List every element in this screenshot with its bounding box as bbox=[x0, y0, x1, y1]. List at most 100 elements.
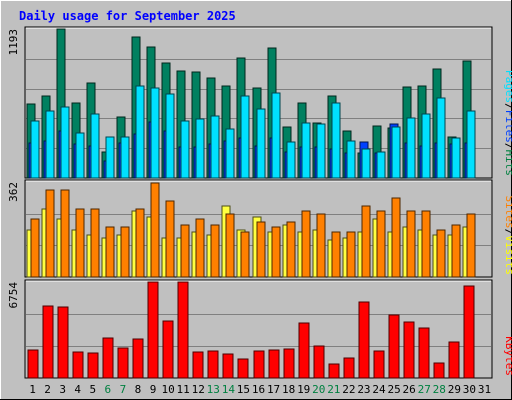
bar-sites-day-13 bbox=[210, 224, 220, 278]
legend-kbytes: KBytes bbox=[503, 336, 512, 376]
bar-sites-day-2 bbox=[45, 189, 55, 278]
x-tick-label-26: 26 bbox=[403, 383, 416, 396]
bar-pages-day-19 bbox=[301, 122, 311, 179]
bar-pages-day-9 bbox=[150, 87, 160, 179]
legend-visits-sites: Sites/Visits bbox=[503, 196, 512, 276]
x-tick-label-3: 3 bbox=[59, 383, 66, 396]
bar-pages-day-3 bbox=[60, 106, 70, 179]
legend-entry: / bbox=[503, 229, 512, 236]
x-tick-label-15: 15 bbox=[237, 383, 250, 396]
bar-sites-day-4 bbox=[75, 208, 85, 278]
bar-sites-day-7 bbox=[120, 226, 130, 278]
bar-kbytes-day-16 bbox=[253, 350, 265, 379]
bar-kbytes-day-14 bbox=[222, 353, 234, 379]
x-tick-label-21: 21 bbox=[327, 383, 340, 396]
x-tick-label-13: 13 bbox=[207, 383, 220, 396]
bar-sites-day-16 bbox=[256, 221, 266, 278]
x-tick-label-11: 11 bbox=[177, 383, 190, 396]
x-tick-label-2: 2 bbox=[44, 383, 51, 396]
legend-entry: Sites bbox=[503, 196, 512, 229]
x-tick-label-17: 17 bbox=[267, 383, 280, 396]
bar-sites-day-18 bbox=[286, 221, 296, 278]
bar-kbytes-day-8 bbox=[132, 338, 144, 379]
bar-pages-day-29 bbox=[451, 137, 461, 179]
bar-pages-day-26 bbox=[406, 117, 416, 179]
bar-pages-day-30 bbox=[466, 110, 476, 179]
panel-kbytes: 6754 KBytes bbox=[7, 279, 512, 379]
bar-sites-day-28 bbox=[436, 229, 446, 278]
x-axis-labels: 1 2 3 4 5 6 7 8 9 10 11 12 13 14 15 16 17 18 19 20 21 22 23 24 2… bbox=[29, 383, 491, 396]
bar-kbytes-day-5 bbox=[87, 352, 99, 379]
bar-pages-day-15 bbox=[240, 95, 250, 179]
x-tick-label-10: 10 bbox=[161, 383, 174, 396]
bar-sites-day-11 bbox=[180, 224, 190, 278]
bar-pages-day-6 bbox=[105, 136, 115, 179]
y-max-label: 6754 bbox=[7, 282, 20, 309]
bar-kbytes-day-19 bbox=[298, 322, 310, 379]
legend-entry: KBytes bbox=[503, 336, 512, 376]
bar-kbytes-day-28 bbox=[433, 362, 445, 379]
legend-entry: Hits bbox=[503, 150, 512, 177]
bar-kbytes-day-2 bbox=[42, 305, 54, 379]
bar-kbytes-day-30 bbox=[463, 285, 475, 379]
bar-sites-day-17 bbox=[271, 226, 281, 278]
x-tick-label-9: 9 bbox=[150, 383, 157, 396]
bar-kbytes-day-26 bbox=[403, 321, 415, 379]
x-tick-label-6: 6 bbox=[105, 383, 112, 396]
bar-kbytes-day-9 bbox=[147, 281, 159, 379]
legend-entry: / bbox=[503, 143, 512, 150]
x-tick-label-30: 30 bbox=[463, 383, 476, 396]
bar-sites-day-29 bbox=[451, 224, 461, 278]
bar-kbytes-day-27 bbox=[418, 327, 430, 379]
bar-pages-day-20 bbox=[316, 123, 326, 179]
bar-kbytes-day-6 bbox=[102, 337, 114, 379]
bar-pages-day-28 bbox=[436, 97, 446, 179]
x-tick-label-29: 29 bbox=[448, 383, 461, 396]
x-tick-label-4: 4 bbox=[74, 383, 81, 396]
legend-entry: Visits bbox=[503, 235, 512, 275]
bar-pages-day-27 bbox=[421, 113, 431, 179]
x-tick-label-24: 24 bbox=[372, 383, 386, 396]
bar-sites-day-27 bbox=[421, 210, 431, 278]
x-tick-label-27: 27 bbox=[418, 383, 431, 396]
bar-pages-day-2 bbox=[45, 110, 55, 179]
bar-kbytes-day-29 bbox=[448, 341, 460, 379]
x-tick-label-18: 18 bbox=[282, 383, 295, 396]
x-tick-label-7: 7 bbox=[120, 383, 127, 396]
panel-visits-sites: 362 Sites/Visits bbox=[7, 179, 512, 278]
bar-kbytes-day-1 bbox=[27, 349, 39, 379]
bar-sites-day-30 bbox=[466, 213, 476, 278]
bar-sites-day-9 bbox=[150, 182, 160, 278]
x-tick-label-19: 19 bbox=[297, 383, 310, 396]
x-tick-label-31: 31 bbox=[478, 383, 491, 396]
bar-sites-day-25 bbox=[391, 197, 401, 278]
bar-pages-day-21 bbox=[331, 102, 341, 179]
bar-kbytes-day-4 bbox=[72, 351, 84, 379]
legend-entry: Files bbox=[503, 110, 512, 143]
bar-sites-day-8 bbox=[135, 208, 145, 278]
bar-pages-day-7 bbox=[120, 136, 130, 179]
chart-title: Daily usage for September 2025 bbox=[19, 9, 236, 23]
bar-pages-day-1 bbox=[30, 120, 40, 179]
bar-sites-day-10 bbox=[165, 200, 175, 278]
y-max-label: 1193 bbox=[7, 29, 20, 56]
x-tick-label-23: 23 bbox=[357, 383, 370, 396]
x-tick-label-20: 20 bbox=[312, 383, 325, 396]
bar-pages-day-23 bbox=[361, 148, 371, 179]
bar-kbytes-day-7 bbox=[117, 347, 129, 379]
bar-kbytes-day-10 bbox=[162, 320, 174, 379]
bar-pages-day-17 bbox=[271, 92, 281, 179]
bar-kbytes-day-11 bbox=[177, 281, 189, 379]
bar-kbytes-day-3 bbox=[57, 306, 69, 379]
bar-sites-day-19 bbox=[301, 210, 311, 278]
bar-pages-day-18 bbox=[286, 141, 296, 179]
bar-kbytes-day-22 bbox=[343, 357, 355, 379]
x-tick-label-22: 22 bbox=[342, 383, 355, 396]
bar-sites-day-5 bbox=[90, 208, 100, 278]
bar-pages-day-13 bbox=[210, 115, 220, 179]
bar-kbytes-day-17 bbox=[268, 349, 280, 379]
x-tick-label-25: 25 bbox=[387, 383, 400, 396]
